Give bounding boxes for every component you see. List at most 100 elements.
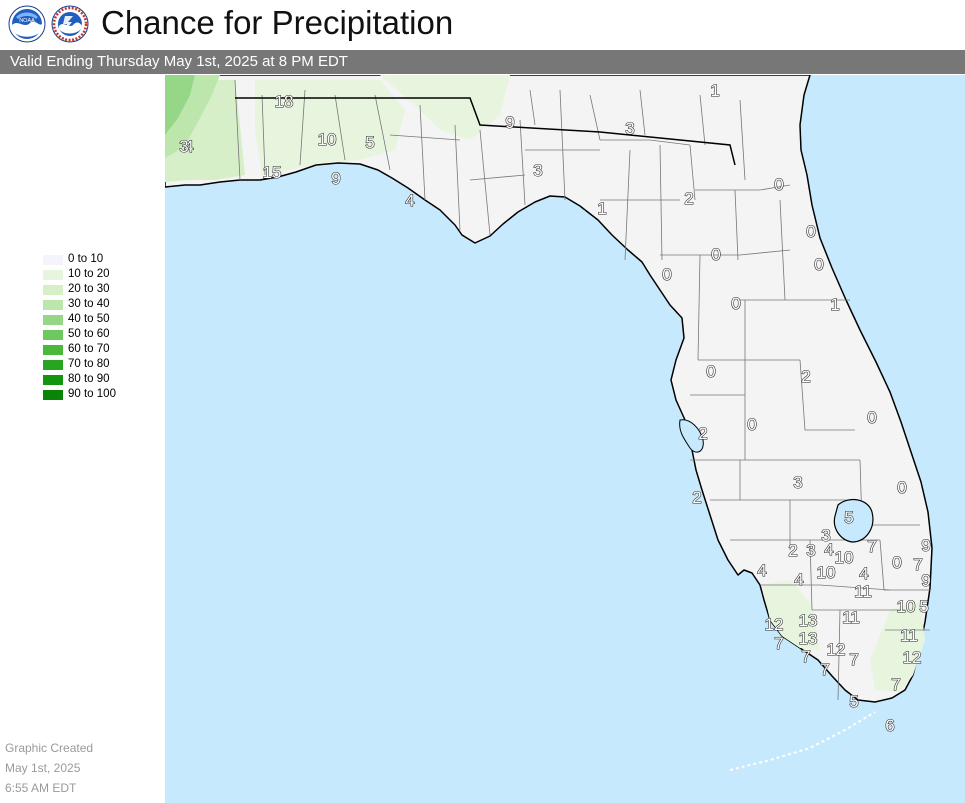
legend: 0 to 10 10 to 20 20 to 30 30 to 40 40 to… — [43, 253, 153, 403]
map-value: 4 — [824, 540, 833, 559]
map-value: 18 — [275, 92, 294, 111]
map-value: 15 — [263, 163, 282, 182]
created-line-2: May 1st, 2025 — [5, 761, 81, 775]
legend-swatch — [43, 390, 63, 400]
map-value: 2 — [684, 189, 693, 208]
legend-item: 30 to 40 — [43, 298, 153, 313]
map-value: 5 — [919, 597, 928, 616]
map-value: 9 — [505, 113, 514, 132]
map-value: 0 — [774, 175, 783, 194]
map-value: 3 — [625, 119, 634, 138]
map-value: 12 — [903, 648, 922, 667]
central-panhandle-green — [255, 80, 405, 175]
map-value: 0 — [867, 408, 876, 427]
map-value: 6 — [885, 716, 894, 735]
legend-item: 40 to 50 — [43, 313, 153, 328]
legend-item: 20 to 30 — [43, 283, 153, 298]
map-value: 1 — [830, 295, 839, 314]
legend-swatch — [43, 315, 63, 325]
legend-swatch — [43, 345, 63, 355]
legend-label: 30 to 40 — [68, 298, 110, 310]
map-value: 3 — [821, 526, 830, 545]
land-mass — [165, 75, 933, 703]
created-line-3: 6:55 AM EDT — [5, 781, 77, 795]
pop-values: 18 1 9 3 3 4 10 5 15 9 4 3 1 2 0 0 0 0 0… — [179, 80, 932, 735]
map-value: 5 — [849, 692, 858, 711]
legend-swatch — [43, 330, 63, 340]
legend-item: 10 to 20 — [43, 268, 153, 283]
map-value: 2 — [698, 424, 707, 443]
map-value: 4 — [757, 561, 766, 580]
legend-swatch — [43, 300, 63, 310]
map-value: 12 — [765, 615, 784, 634]
map-value: 3 — [806, 541, 815, 560]
map-value: 3 — [793, 473, 802, 492]
map-value: 0 — [806, 222, 815, 241]
map-value: 0 — [662, 265, 671, 284]
legend-swatch — [43, 375, 63, 385]
map-value: 7 — [867, 537, 876, 556]
map-value: 9 — [921, 571, 930, 590]
florida-keys — [729, 711, 876, 771]
legend-swatch — [43, 270, 63, 280]
legend-item: 70 to 80 — [43, 358, 153, 373]
header: NOAA Chance for Precipitation — [0, 0, 965, 50]
page-title: Chance for Precipitation — [101, 4, 454, 41]
map-value: 5 — [844, 508, 853, 527]
map-value: 7 — [891, 675, 900, 694]
legend-item: 0 to 10 — [43, 253, 153, 268]
map-value: 10 — [817, 563, 836, 582]
map-value: 4 — [794, 570, 803, 589]
lake-okeechobee — [833, 498, 874, 543]
state-line-alabama-georgia — [235, 97, 736, 166]
map-value: 0 — [814, 255, 823, 274]
florida-map: 18 1 9 3 3 4 10 5 15 9 4 3 1 2 0 0 0 0 0… — [165, 75, 965, 803]
legend-label: 90 to 100 — [68, 388, 116, 400]
legend-swatch — [43, 360, 63, 370]
map-value: 12 — [827, 640, 846, 659]
map-value: 13 — [799, 629, 818, 648]
map-value: 7 — [774, 634, 783, 653]
map-value: 9 — [331, 169, 340, 188]
map-value: 7 — [801, 647, 810, 666]
southwest-green — [762, 580, 820, 650]
map-value: 1 — [597, 199, 606, 218]
map-value: 0 — [706, 362, 715, 381]
noaa-logo: NOAA — [8, 5, 46, 43]
map-value: 1 — [710, 81, 719, 100]
tampa-bay — [679, 419, 704, 453]
map-value: 10 — [835, 548, 854, 567]
map-value: 2 — [692, 488, 701, 507]
map-value: 0 — [897, 478, 906, 497]
map-value: 7 — [913, 555, 922, 574]
map-value: 2 — [788, 541, 797, 560]
map-value: 7 — [849, 650, 858, 669]
legend-item: 50 to 60 — [43, 328, 153, 343]
legend-swatch — [43, 255, 63, 265]
nws-logo — [51, 5, 89, 43]
map-value: 0 — [747, 415, 756, 434]
legend-label: 60 to 70 — [68, 343, 110, 355]
legend-item: 80 to 90 — [43, 373, 153, 388]
legend-swatch — [43, 285, 63, 295]
map-value: 10 — [897, 597, 916, 616]
map-value: 11 — [854, 582, 872, 601]
legend-label: 50 to 60 — [68, 328, 110, 340]
north-border-green — [380, 75, 510, 140]
legend-label: 10 to 20 — [68, 268, 110, 280]
map-value: 0 — [731, 294, 740, 313]
map-value: 0 — [711, 245, 720, 264]
legend-item: 90 to 100 — [43, 388, 153, 403]
map-value: 9 — [921, 536, 930, 555]
svg-text:NOAA: NOAA — [19, 18, 35, 24]
legend-label: 0 to 10 — [68, 253, 104, 265]
created-line-1: Graphic Created — [5, 741, 94, 755]
map-value: 13 — [799, 611, 818, 630]
map-value: 0 — [892, 553, 901, 572]
map-value: 3 — [533, 161, 542, 180]
far-west-green — [165, 75, 195, 135]
map-value: 4 — [405, 191, 414, 210]
map-value: 4 — [859, 564, 868, 583]
legend-label: 70 to 80 — [68, 358, 110, 370]
